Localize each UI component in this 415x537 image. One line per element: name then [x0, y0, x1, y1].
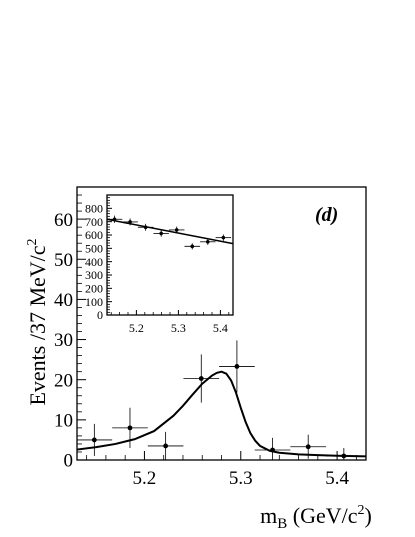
panel-label: (d) [315, 204, 338, 226]
inset-marker [190, 244, 195, 249]
inset-frame [106, 194, 234, 316]
main-marker [91, 437, 97, 443]
inset-y-tick-label: 200 [85, 282, 103, 296]
inset-y-tick-label: 300 [85, 268, 103, 282]
main-data-point [147, 431, 184, 460]
main-y-tick-label: 10 [54, 411, 73, 432]
main-x-tick-label: 5.3 [229, 468, 253, 489]
main-data-point [76, 423, 113, 456]
main-marker [163, 443, 169, 449]
main-marker [305, 444, 311, 450]
inset-y-tick-label: 700 [85, 215, 103, 229]
y-axis-title: Events /37 MeV/c2 [25, 238, 50, 405]
inset-x-tick-label: 5.2 [129, 321, 144, 335]
inset-data-point [184, 243, 201, 250]
main-marker [198, 376, 204, 381]
inset-data-point [153, 230, 169, 237]
inset-y-tick-label: 0 [97, 308, 103, 322]
inset-data-point [168, 226, 185, 234]
main-y-tick-label: 40 [54, 290, 73, 311]
inset-marker [221, 235, 226, 240]
inset-y-tick-label: 500 [85, 242, 103, 256]
inset-data-point [215, 234, 232, 241]
inset-marker [159, 231, 163, 236]
x-axis-title: mB (GeV/c2) [260, 503, 372, 532]
inset-y-tick-label: 100 [85, 295, 103, 309]
inset-fit-curve [106, 218, 234, 245]
main-data-point [183, 354, 220, 403]
inset-x-tick-label: 5.4 [213, 321, 228, 335]
inset-marker [174, 228, 179, 232]
main-y-tick-label: 50 [54, 250, 73, 271]
inset-y-tick-label: 400 [85, 255, 103, 269]
main-marker [234, 364, 240, 369]
main-x-tick-label: 5.2 [133, 468, 157, 489]
inset-marker [206, 240, 210, 244]
main-y-tick-label: 60 [54, 210, 73, 231]
inset-data-point [200, 238, 216, 245]
main-y-tick-label: 30 [54, 330, 73, 351]
main-y-tick-label: 20 [54, 370, 73, 391]
inset-y-tick-label: 600 [85, 228, 103, 242]
inset-y-tick-label: 800 [85, 202, 103, 216]
main-y-tick-label: 0 [64, 451, 74, 472]
main-fit-curve [76, 370, 367, 458]
main-x-tick-label: 5.4 [325, 468, 349, 489]
main-data-point [219, 340, 255, 393]
main-marker [127, 425, 133, 431]
inset-x-tick-label: 5.3 [171, 321, 186, 335]
